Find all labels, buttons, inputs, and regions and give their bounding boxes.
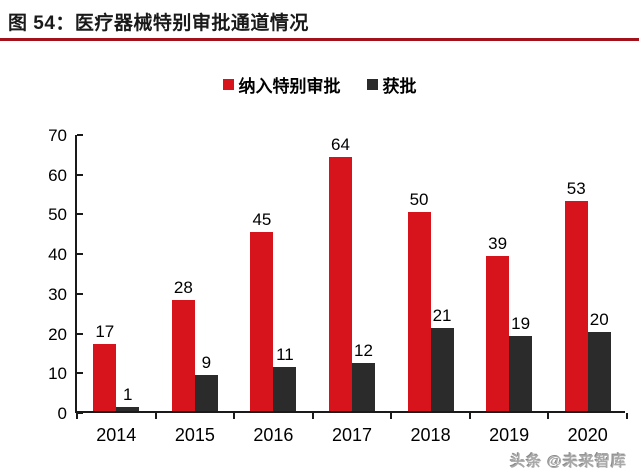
legend-swatch-dark: [366, 79, 378, 90]
bar-approved: [509, 335, 533, 411]
bar-value-label: 11: [276, 345, 294, 365]
bar-special-approval: [564, 200, 588, 411]
figure-title: 图 54：医疗器械特别审批通道情况: [8, 13, 309, 34]
legend-item-special-approval: 纳入特别审批: [222, 72, 341, 97]
y-axis-tick-mark: [77, 292, 83, 295]
y-axis-tick-mark: [77, 173, 83, 176]
bar-special-approval: [250, 232, 274, 411]
y-axis-tick-label: 70: [48, 126, 67, 145]
bar-value-label: 64: [331, 134, 350, 154]
bar-special-approval: [93, 343, 117, 411]
y-axis-tick-mark: [77, 253, 83, 256]
x-axis-category-label: 2016: [253, 425, 294, 445]
bar-value-label: 21: [432, 305, 452, 325]
x-axis-category-label: 2017: [331, 425, 373, 445]
bar-special-approval: [329, 156, 352, 411]
legend-item-approved: 获批: [366, 72, 417, 97]
x-axis-category-label: 2018: [410, 425, 451, 445]
y-axis-tick-label: 40: [48, 245, 67, 265]
x-axis-tick-mark: [154, 413, 157, 419]
y-axis-tick-mark: [77, 332, 83, 335]
y-axis-tick-label: 20: [48, 324, 67, 344]
bar-value-label: 9: [201, 353, 212, 373]
bar-special-approval: [486, 256, 510, 411]
x-axis-category-label: 2015: [174, 425, 215, 445]
x-axis-tick-mark: [311, 413, 314, 419]
legend-label-special-approval: 纳入特别审批: [238, 77, 341, 96]
bar-value-label: 45: [252, 210, 272, 230]
chart-legend: 纳入特别审批 获批: [0, 72, 639, 97]
y-axis-tick-label: 10: [48, 364, 67, 384]
y-axis-tick-mark: [77, 213, 83, 216]
y-axis-tick-label: 50: [48, 205, 67, 225]
y-axis-tick-mark: [77, 134, 83, 136]
bar-value-label: 20: [589, 309, 609, 329]
bar-value-label: 39: [488, 234, 508, 254]
bar-special-approval: [171, 299, 195, 411]
x-axis-tick-mark: [626, 413, 628, 419]
x-axis-tick-mark: [390, 413, 393, 419]
x-axis-category-label: 2019: [489, 425, 530, 445]
legend-swatch-red: [222, 79, 234, 90]
legend-label-approved: 获批: [382, 77, 417, 96]
bar-special-approval: [407, 212, 431, 411]
bar-value-label: 12: [354, 341, 373, 361]
y-axis-tick-mark: [77, 372, 83, 375]
x-axis-category-label: 2014: [96, 425, 137, 445]
bar-approved: [273, 367, 297, 411]
bar-approved: [352, 363, 375, 411]
x-axis-tick-mark: [468, 413, 471, 419]
bar-approved: [116, 407, 140, 411]
bar-value-label: 28: [173, 277, 193, 297]
bar-value-label: 19: [511, 313, 531, 333]
watermark: 头条 @未来智库: [510, 453, 627, 470]
y-axis-tick-label: 60: [48, 165, 67, 185]
bar-approved: [194, 375, 218, 411]
x-axis-category-label: 2020: [567, 425, 608, 445]
bar-value-label: 17: [95, 321, 115, 341]
x-axis-tick-mark: [76, 413, 78, 419]
x-axis-tick-mark: [547, 413, 550, 419]
bar-value-label: 50: [409, 190, 429, 210]
x-axis-tick-mark: [233, 413, 236, 419]
y-axis-tick-mark: [77, 412, 83, 414]
bar-value-label: 53: [566, 178, 586, 198]
bar-approved: [430, 327, 454, 411]
y-axis-tick-label: 0: [57, 404, 67, 423]
y-axis-tick-label: 30: [48, 284, 67, 304]
title-underline: [0, 38, 639, 41]
bar-value-label: 1: [123, 385, 133, 405]
bar-approved: [587, 331, 611, 411]
plot-area: 0 10 20 30 40 50 60 70 17 1 2014 28 9 2015 45 11 2016 64 1…: [48, 127, 628, 445]
